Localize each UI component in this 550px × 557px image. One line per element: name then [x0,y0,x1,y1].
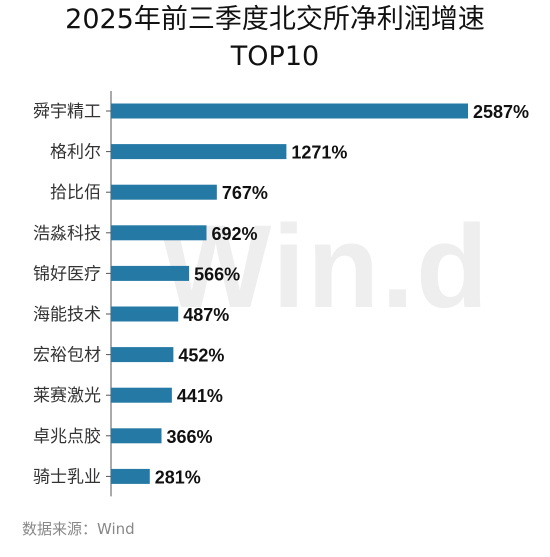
data-source-note: 数据来源：Wind [22,520,135,538]
value-label: 441% [177,386,223,406]
category-label: 拾比佰 [50,183,101,203]
chart-title-line2: TOP10 [230,41,320,72]
bar [111,103,468,119]
category-label: 莱赛激光 [33,385,101,406]
value-label: 767% [222,183,268,203]
bar [111,387,172,403]
bar [111,306,179,322]
bar [111,468,150,484]
bar [111,265,190,281]
category-label: 海能技术 [33,305,101,325]
bar [111,225,207,241]
value-label: 281% [155,467,201,487]
value-label: 1271% [291,143,347,163]
category-label: 浩淼科技 [33,224,101,244]
value-label: 566% [194,264,240,284]
value-label: 692% [211,224,257,244]
chart-title-line1: 2025年前三季度北交所净利润增速 [65,4,485,35]
bar [111,144,287,160]
category-label: 骑士乳业 [33,467,101,487]
value-label: 366% [167,427,213,447]
bar [111,184,217,200]
category-label: 舜宇精工 [33,102,101,122]
category-label: 格利尔 [50,143,101,163]
wind-watermark: Win.d [160,201,491,333]
category-label: 卓兆点胶 [33,427,101,447]
value-label: 487% [183,305,229,325]
value-label: 452% [178,346,224,366]
value-label: 2587% [473,102,529,122]
category-label: 宏裕包材 [33,346,101,366]
bar [111,347,174,363]
category-label: 锦好医疗 [33,264,101,284]
bar [111,428,162,444]
